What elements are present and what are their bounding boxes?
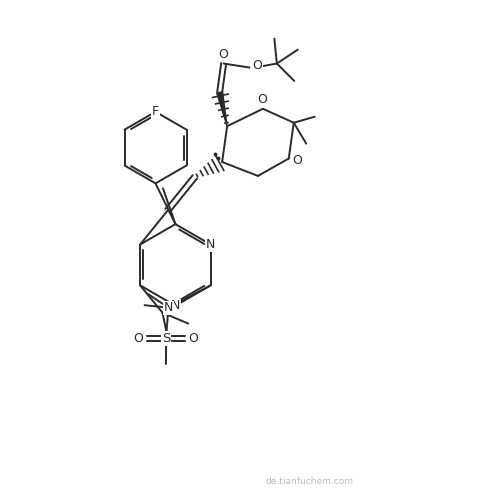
Text: O: O bbox=[188, 332, 198, 345]
Text: de.tianfuchem.com: de.tianfuchem.com bbox=[266, 476, 354, 486]
Text: N: N bbox=[170, 299, 180, 312]
Text: N: N bbox=[164, 301, 173, 314]
Text: O: O bbox=[134, 332, 143, 345]
Text: O: O bbox=[292, 154, 302, 168]
Text: F: F bbox=[152, 106, 159, 118]
Text: O: O bbox=[218, 48, 228, 61]
Text: O: O bbox=[252, 58, 262, 71]
Polygon shape bbox=[216, 92, 227, 126]
Text: O: O bbox=[257, 94, 267, 106]
Text: S: S bbox=[162, 332, 170, 345]
Text: N: N bbox=[206, 238, 216, 251]
